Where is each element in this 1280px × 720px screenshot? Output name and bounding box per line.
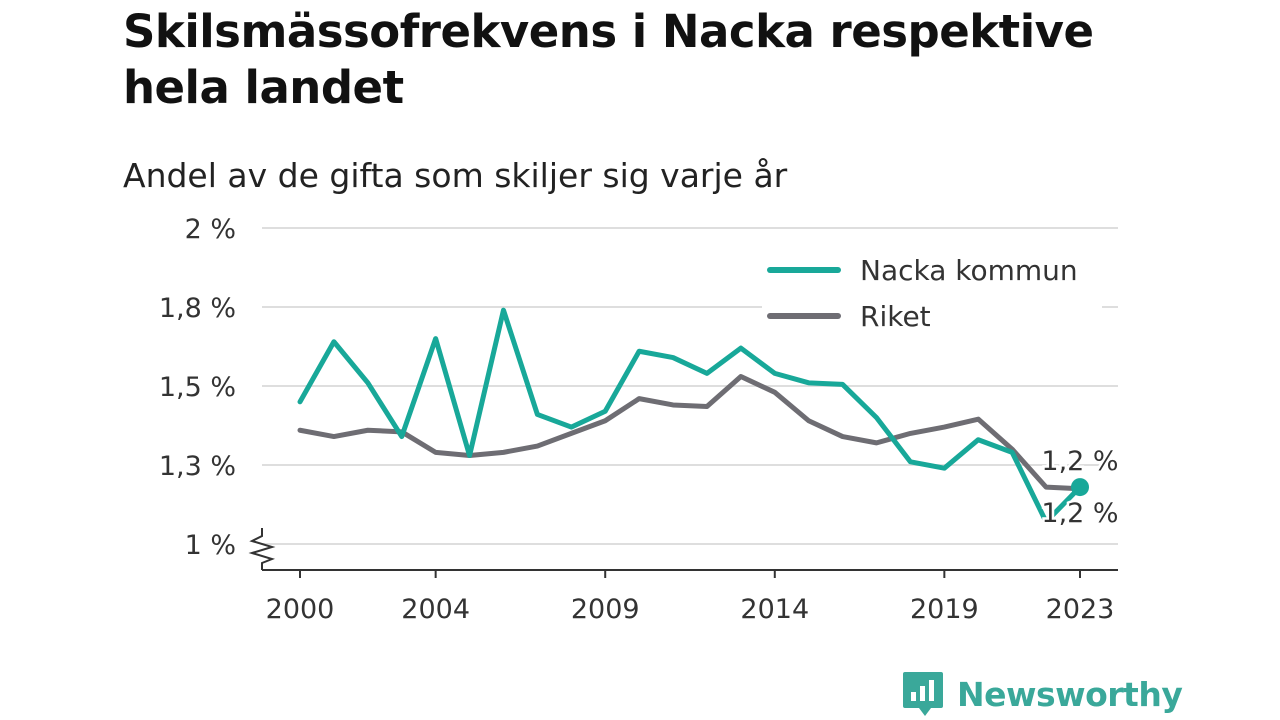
legend-label: Riket bbox=[860, 300, 931, 333]
x-tick-label: 2000 bbox=[266, 594, 335, 625]
x-tick-label: 2004 bbox=[401, 594, 470, 625]
x-axis: 2000 2004 2009 2014 2019 2023 bbox=[248, 528, 1118, 625]
end-point-marker bbox=[1071, 478, 1089, 497]
y-tick-label: 2 % bbox=[185, 214, 236, 245]
series-lines bbox=[297, 307, 1089, 525]
end-labels: 1,2 % 1,2 % bbox=[1039, 444, 1121, 532]
y-tick-label: 1,8 % bbox=[159, 293, 236, 324]
x-tick-label: 2019 bbox=[910, 594, 979, 625]
newsworthy-logo: Newsworthy bbox=[901, 670, 1183, 718]
legend: Nacka kommun Riket bbox=[762, 244, 1102, 336]
newsworthy-logo-icon bbox=[903, 672, 943, 716]
x-tick-label: 2023 bbox=[1046, 594, 1115, 625]
y-tick-label: 1,5 % bbox=[159, 372, 236, 403]
end-value-label: 1,2 % bbox=[1041, 446, 1118, 477]
x-tick-label: 2014 bbox=[740, 594, 809, 625]
y-tick-label: 1,3 % bbox=[159, 451, 236, 482]
chart-title: Skilsmässofrekvens i Nacka respektive he… bbox=[123, 5, 1094, 114]
legend-label: Nacka kommun bbox=[860, 254, 1078, 287]
end-value-label: 1,2 % bbox=[1041, 498, 1118, 529]
chart-subtitle: Andel av de gifta som skiljer sig varje … bbox=[123, 156, 788, 195]
x-tick-label: 2009 bbox=[571, 594, 640, 625]
brand-name: Newsworthy bbox=[957, 674, 1183, 714]
series-line-riket bbox=[297, 374, 1083, 492]
y-tick-label: 1 % bbox=[185, 530, 236, 561]
series-line-nacka-kommun bbox=[297, 307, 1083, 525]
axis-break-mark bbox=[248, 528, 276, 570]
